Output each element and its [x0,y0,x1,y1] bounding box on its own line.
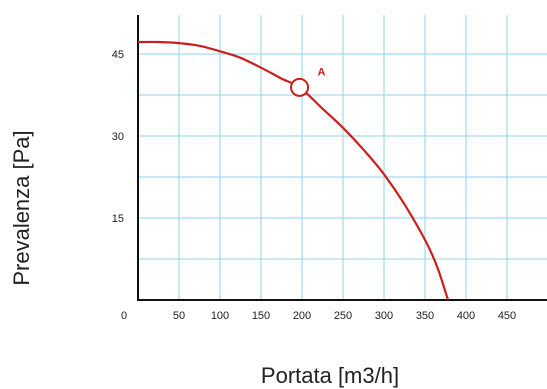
x-tick-label: 0 [121,310,127,322]
annotations: A [290,66,326,97]
x-tick-label: 250 [334,310,352,322]
y-axis-label: Prevalenza [Pa] [9,130,34,285]
x-tick-labels: 0 50 100 150 200 250 300 350 400 450 [121,310,516,322]
y-tick-labels: 15 30 45 [112,49,124,225]
y-tick-label: 15 [112,213,124,225]
x-tick-label: 350 [416,310,434,322]
y-tick-label: 30 [112,131,124,143]
x-tick-label: 50 [173,310,185,322]
x-tick-label: 150 [252,310,270,322]
operating-point-marker [290,77,310,97]
x-tick-label: 400 [457,310,475,322]
x-axis-label: Portata [m3/h] [261,363,399,388]
axes [137,15,547,301]
y-tick-label: 45 [112,49,124,61]
x-tick-label: 100 [211,310,229,322]
x-tick-label: 200 [293,310,311,322]
grid [138,15,547,300]
x-tick-label: 300 [375,310,393,322]
x-tick-label: 450 [498,310,516,322]
operating-point-label: A [318,66,326,78]
